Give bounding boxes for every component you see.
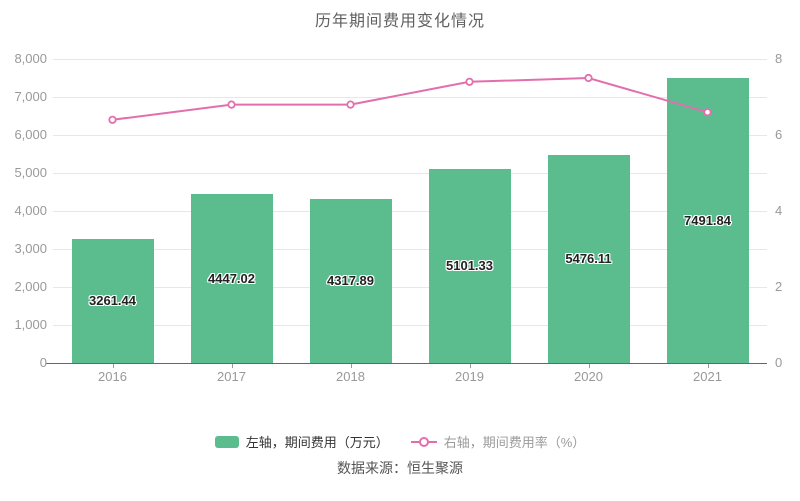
gridline bbox=[53, 211, 767, 212]
gridline bbox=[53, 325, 767, 326]
y-axis-right-label: 2 bbox=[775, 279, 783, 294]
gridline bbox=[53, 97, 767, 98]
x-axis-tick bbox=[231, 364, 233, 368]
line-marker[interactable] bbox=[703, 108, 712, 117]
x-axis-label: 2017 bbox=[217, 369, 246, 384]
line-marker[interactable] bbox=[465, 77, 474, 86]
x-axis-line bbox=[46, 363, 767, 364]
legend-item-expense-bar[interactable]: 左轴，期间费用（万元） bbox=[214, 432, 389, 451]
expense-bar[interactable] bbox=[547, 154, 630, 363]
x-axis-tick bbox=[707, 364, 709, 368]
expense-bar[interactable] bbox=[190, 194, 273, 363]
y-axis-left-label: 2,000 bbox=[14, 279, 47, 294]
x-axis-tick bbox=[469, 364, 471, 368]
y-axis-right-label: 0 bbox=[775, 355, 783, 370]
y-axis-left-label: 7,000 bbox=[14, 89, 47, 104]
legend-label-expense-rate: 右轴，期间费用率（%） bbox=[443, 435, 586, 450]
y-axis-left-label: 5,000 bbox=[14, 165, 47, 180]
y-axis-left-label: 6,000 bbox=[14, 127, 47, 142]
bar-value-label: 4317.89 bbox=[327, 272, 374, 288]
x-axis-label: 2016 bbox=[98, 369, 127, 384]
x-axis-tick bbox=[588, 364, 590, 368]
y-axis-left-label: 0 bbox=[39, 355, 47, 370]
x-axis-label: 2020 bbox=[574, 369, 603, 384]
gridline bbox=[53, 287, 767, 288]
line-marker[interactable] bbox=[227, 100, 236, 109]
x-axis-label: 2021 bbox=[693, 369, 722, 384]
y-axis-left-label: 3,000 bbox=[14, 241, 47, 256]
y-axis-right-label: 6 bbox=[775, 127, 783, 142]
line-marker[interactable] bbox=[346, 100, 355, 109]
bar-value-label: 5101.33 bbox=[446, 258, 493, 274]
bar-value-label: 4447.02 bbox=[208, 270, 255, 286]
chart-title: 历年期间费用变化情况 bbox=[314, 13, 485, 30]
bar-value-label: 7491.84 bbox=[684, 212, 731, 228]
expense-rate-line bbox=[112, 76, 708, 121]
x-axis-label: 2018 bbox=[336, 369, 365, 384]
expense-bar[interactable] bbox=[71, 239, 154, 363]
y-axis-left-label: 1,000 bbox=[14, 317, 47, 332]
gridline bbox=[53, 135, 767, 136]
line-marker[interactable] bbox=[108, 115, 117, 124]
bar-legend-swatch bbox=[214, 435, 239, 448]
y-axis-left-label: 8,000 bbox=[14, 51, 47, 66]
expense-bar[interactable] bbox=[666, 78, 749, 363]
y-axis-right-label: 8 bbox=[775, 51, 783, 66]
expense-bar[interactable] bbox=[428, 169, 511, 363]
bar-value-label: 5476.11 bbox=[565, 250, 612, 266]
gridline bbox=[53, 59, 767, 60]
legend: 左轴，期间费用（万元） 右轴，期间费用率（%） bbox=[0, 432, 800, 451]
line-marker[interactable] bbox=[584, 73, 593, 83]
x-axis-label: 2019 bbox=[455, 369, 484, 384]
bar-value-label: 3261.44 bbox=[89, 293, 136, 309]
line-legend-marker bbox=[410, 436, 437, 448]
gridline bbox=[53, 173, 767, 174]
legend-item-expense-rate-line[interactable]: 右轴，期间费用率（%） bbox=[410, 432, 586, 451]
x-axis-tick bbox=[112, 364, 114, 368]
legend-label-expense: 左轴，期间费用（万元） bbox=[245, 435, 389, 450]
gridline bbox=[53, 249, 767, 250]
y-axis-right-label: 4 bbox=[775, 203, 783, 218]
x-axis-tick bbox=[350, 364, 352, 368]
y-axis-left-label: 4,000 bbox=[14, 203, 47, 218]
data-source: 数据来源：恒生聚源 bbox=[337, 460, 463, 476]
expense-bar[interactable] bbox=[309, 198, 392, 363]
